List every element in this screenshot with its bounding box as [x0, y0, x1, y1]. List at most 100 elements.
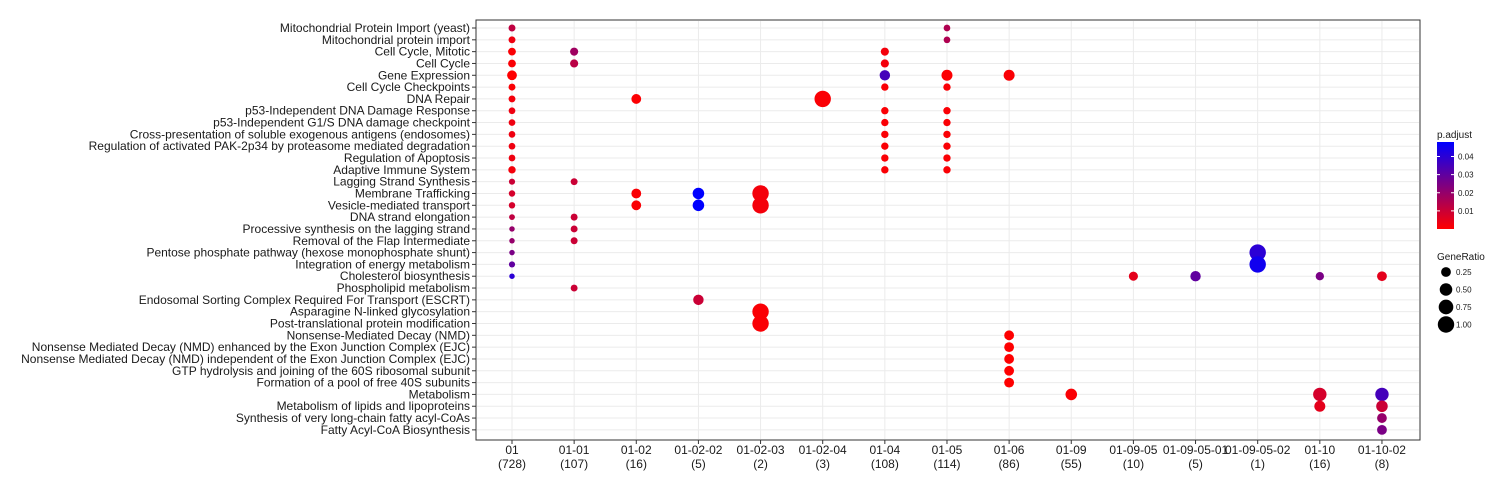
color-legend-label: 0.02 — [1458, 189, 1474, 198]
y-tick-label: Asparagine N-linked glycosylation — [290, 305, 470, 319]
data-point — [1315, 272, 1324, 281]
data-point — [943, 118, 951, 127]
size-legend: GeneRatio 0.25 0.50 0.75 1.00 — [1437, 252, 1485, 333]
size-legend-dot — [1441, 267, 1451, 277]
x-tick-count: (108) — [871, 457, 899, 471]
data-point — [881, 118, 889, 127]
data-point — [508, 107, 516, 115]
data-point — [943, 83, 951, 91]
data-point — [508, 190, 516, 197]
y-tick-label: Cell Cycle — [416, 56, 470, 70]
data-point — [1314, 400, 1326, 412]
data-point — [1377, 413, 1387, 423]
data-point — [881, 107, 889, 115]
y-tick-label: Formation of a pool of free 40S subunits — [257, 376, 470, 390]
y-axis-labels: Mitochondrial Protein Import (yeast)Mito… — [21, 21, 476, 437]
data-point — [570, 237, 578, 245]
x-tick-count: (114) — [933, 457, 960, 471]
data-point — [631, 94, 642, 104]
data-point — [1003, 69, 1015, 81]
y-tick-label: Cross-presentation of soluble exogenous … — [130, 127, 470, 141]
y-tick-label: DNA Repair — [407, 92, 470, 106]
plot-panel — [475, 19, 1421, 441]
data-point — [509, 226, 515, 232]
data-point — [570, 178, 578, 186]
y-tick-label: p53-Independent DNA Damage Response — [245, 104, 470, 118]
data-point — [943, 130, 951, 139]
data-point — [509, 249, 515, 256]
y-tick-label: Processive synthesis on the lagging stra… — [243, 222, 470, 236]
data-point — [570, 225, 578, 233]
color-legend-label: 0.01 — [1458, 207, 1474, 216]
data-point — [508, 24, 516, 32]
y-tick-label: Lagging Strand Synthesis — [333, 175, 470, 189]
data-point — [752, 315, 769, 332]
data-point — [508, 95, 516, 103]
data-point — [941, 69, 953, 81]
data-point — [880, 59, 889, 68]
x-tick-count: (5) — [1188, 457, 1203, 471]
data-point — [1004, 342, 1015, 353]
data-point — [509, 238, 515, 244]
data-point — [508, 166, 516, 174]
x-tick-count: (55) — [1061, 457, 1082, 471]
y-tick-label: Nonsense Mediated Decay (NMD) independen… — [21, 352, 470, 366]
data-point — [570, 213, 578, 221]
data-point — [879, 70, 891, 81]
y-tick-label: Adaptive Immune System — [333, 163, 470, 177]
x-tick-count: (16) — [1309, 457, 1330, 471]
y-tick-label: Fatty Acyl-CoA Biosynthesis — [321, 423, 470, 437]
data-point — [570, 59, 579, 68]
data-point — [1128, 271, 1138, 281]
y-tick-label: Phospholipid metabolism — [337, 281, 470, 295]
data-point — [508, 142, 516, 150]
x-tick-count: (86) — [998, 457, 1019, 471]
size-legend-label: 0.25 — [1456, 268, 1472, 277]
data-point — [1004, 354, 1015, 364]
data-point — [943, 166, 951, 174]
color-legend-title: p.adjust — [1437, 130, 1472, 141]
y-tick-label: Mitochondrial protein import — [322, 33, 471, 47]
data-point — [692, 187, 705, 200]
y-tick-label: Gene Expression — [378, 68, 470, 82]
y-tick-label: Nonsense Mediated Decay (NMD) enhanced b… — [32, 340, 470, 354]
x-tick-label: 01-09-05-01 — [1163, 443, 1229, 457]
x-tick-count: (8) — [1375, 457, 1390, 471]
x-tick-count: (2) — [753, 457, 768, 471]
size-legend-dot — [1439, 283, 1453, 296]
data-point — [1249, 256, 1266, 273]
color-legend-bar — [1437, 142, 1454, 229]
y-tick-label: Metabolism — [409, 387, 470, 401]
data-point — [508, 119, 516, 126]
y-tick-label: Metabolism of lipids and lipoproteins — [277, 399, 470, 413]
data-point — [508, 47, 516, 56]
data-point — [1375, 387, 1389, 402]
data-point — [508, 131, 516, 138]
data-point — [509, 273, 515, 279]
data-point — [943, 36, 951, 44]
y-tick-label: DNA strand elongation — [350, 210, 470, 224]
x-tick-label: 01-01 — [559, 443, 590, 457]
x-tick-count: (16) — [626, 457, 647, 471]
size-legend-label: 0.50 — [1456, 286, 1472, 295]
data-point — [1190, 271, 1201, 282]
x-tick-label: 01-02-03 — [737, 443, 785, 457]
data-point — [881, 166, 889, 174]
y-tick-label: Removal of the Flap Intermediate — [293, 234, 471, 248]
data-point — [881, 142, 889, 150]
data-point — [508, 261, 516, 268]
x-tick-label: 01-09-05-02 — [1225, 443, 1291, 457]
x-axis-labels: 01(728)01-01(107)01-02(16)01-02-02(5)01-… — [498, 440, 1406, 471]
size-legend-dot — [1437, 316, 1455, 333]
data-point — [943, 154, 951, 162]
data-points — [507, 24, 1389, 435]
data-point — [631, 188, 642, 199]
x-tick-label: 01-09-05 — [1109, 443, 1157, 457]
x-tick-label: 01-02-04 — [799, 443, 847, 457]
x-tick-label: 01-05 — [932, 443, 963, 457]
x-tick-count: (10) — [1123, 457, 1144, 471]
y-tick-label: p53-Independent G1/S DNA damage checkpoi… — [213, 116, 471, 130]
data-point — [1249, 244, 1266, 261]
y-tick-label: Regulation of Apoptosis — [344, 151, 470, 165]
